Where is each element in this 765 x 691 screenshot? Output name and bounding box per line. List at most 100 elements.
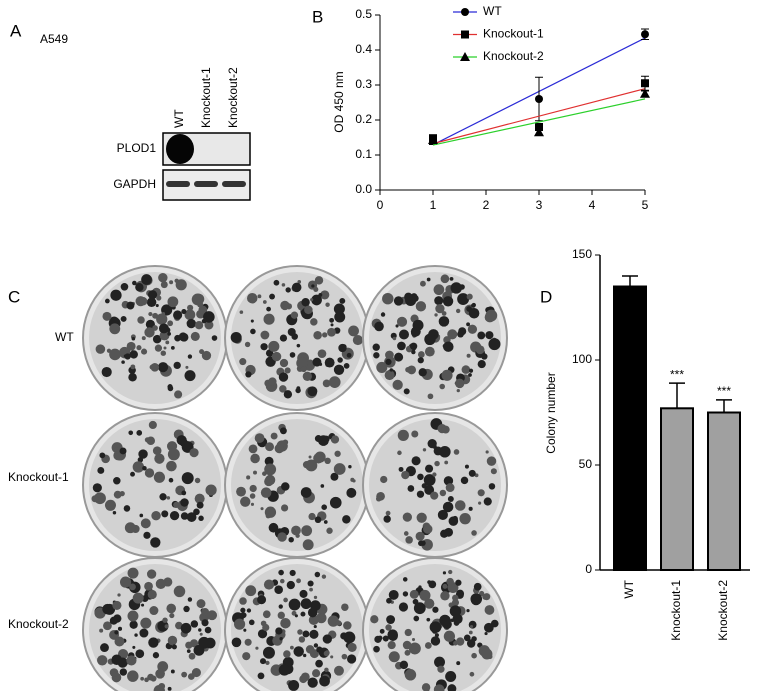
colony — [442, 583, 448, 589]
colony — [469, 624, 474, 629]
colony — [437, 509, 448, 520]
y-axis-label: OD 450 nm — [332, 71, 346, 132]
colony — [262, 300, 267, 304]
colony — [185, 365, 189, 369]
colony — [189, 641, 194, 646]
colony — [346, 487, 357, 498]
y-tick-label: 0.4 — [355, 42, 372, 56]
colony — [404, 292, 413, 302]
colony — [128, 430, 134, 436]
y-tick-label: 100 — [572, 352, 592, 366]
colony — [257, 672, 265, 680]
colony — [310, 298, 314, 302]
colony — [481, 648, 493, 660]
colony — [433, 684, 445, 691]
colony — [283, 650, 291, 658]
colony — [468, 307, 480, 319]
significance: *** — [717, 384, 731, 398]
colony — [142, 465, 147, 471]
colony — [188, 652, 196, 660]
colony — [246, 292, 258, 304]
colony — [403, 531, 409, 536]
colony — [459, 284, 465, 290]
colony — [334, 665, 344, 676]
colony — [445, 483, 455, 493]
panel-label: A — [10, 21, 22, 40]
colony — [403, 388, 410, 395]
colony — [271, 351, 282, 362]
colony — [442, 571, 447, 575]
colony — [438, 316, 450, 327]
colony — [136, 430, 143, 436]
colony — [249, 493, 256, 499]
colony — [455, 579, 462, 586]
protein-label: PLOD1 — [117, 141, 157, 155]
colony — [150, 362, 160, 372]
colony — [181, 472, 194, 485]
colony — [137, 457, 144, 463]
colony — [136, 345, 142, 351]
colony — [290, 645, 294, 650]
colony — [188, 673, 195, 680]
colony — [198, 628, 202, 632]
colony — [411, 329, 419, 337]
colony — [148, 312, 153, 317]
colony — [196, 599, 206, 609]
colony — [265, 513, 271, 519]
colony — [468, 506, 473, 511]
colony — [323, 435, 330, 443]
colony — [138, 449, 148, 459]
colony — [203, 311, 215, 323]
colony — [246, 608, 252, 613]
colony — [171, 644, 177, 650]
plate-rim — [231, 419, 363, 551]
colony — [248, 444, 258, 454]
colony — [379, 628, 385, 634]
colony — [280, 300, 290, 311]
colony — [460, 476, 469, 485]
colony — [117, 657, 128, 668]
colony — [439, 489, 447, 497]
row-label: WT — [55, 330, 74, 344]
colony — [397, 450, 402, 456]
colony — [286, 580, 295, 590]
colony — [388, 654, 395, 660]
colony — [184, 370, 196, 382]
colony — [488, 338, 501, 351]
colony — [352, 335, 363, 346]
colony — [181, 671, 188, 678]
colony — [167, 686, 172, 691]
colony — [262, 646, 275, 659]
colony — [268, 522, 279, 533]
lane-label: Knockout-2 — [226, 67, 240, 128]
colony — [297, 629, 303, 635]
colony — [417, 351, 425, 358]
colony — [268, 340, 280, 352]
colony — [173, 310, 183, 320]
colony — [313, 453, 324, 464]
colony — [173, 361, 181, 370]
colony — [398, 466, 404, 472]
colony — [408, 642, 421, 655]
colony — [428, 580, 437, 589]
colony — [459, 512, 471, 525]
colony — [343, 621, 352, 630]
bar — [707, 411, 741, 571]
colony — [311, 284, 315, 288]
colony — [415, 301, 427, 312]
colony — [266, 306, 271, 312]
colony — [117, 626, 123, 631]
colony — [330, 655, 334, 659]
row-label: Knockout-1 — [8, 470, 69, 484]
colony — [468, 373, 472, 377]
colony — [127, 567, 139, 579]
colony — [239, 597, 247, 605]
colony — [242, 652, 251, 661]
colony — [295, 387, 301, 394]
colony — [279, 637, 283, 641]
colony — [454, 500, 466, 511]
colony — [259, 658, 267, 665]
colony — [201, 350, 212, 361]
colony — [173, 501, 180, 509]
colony — [167, 384, 173, 390]
